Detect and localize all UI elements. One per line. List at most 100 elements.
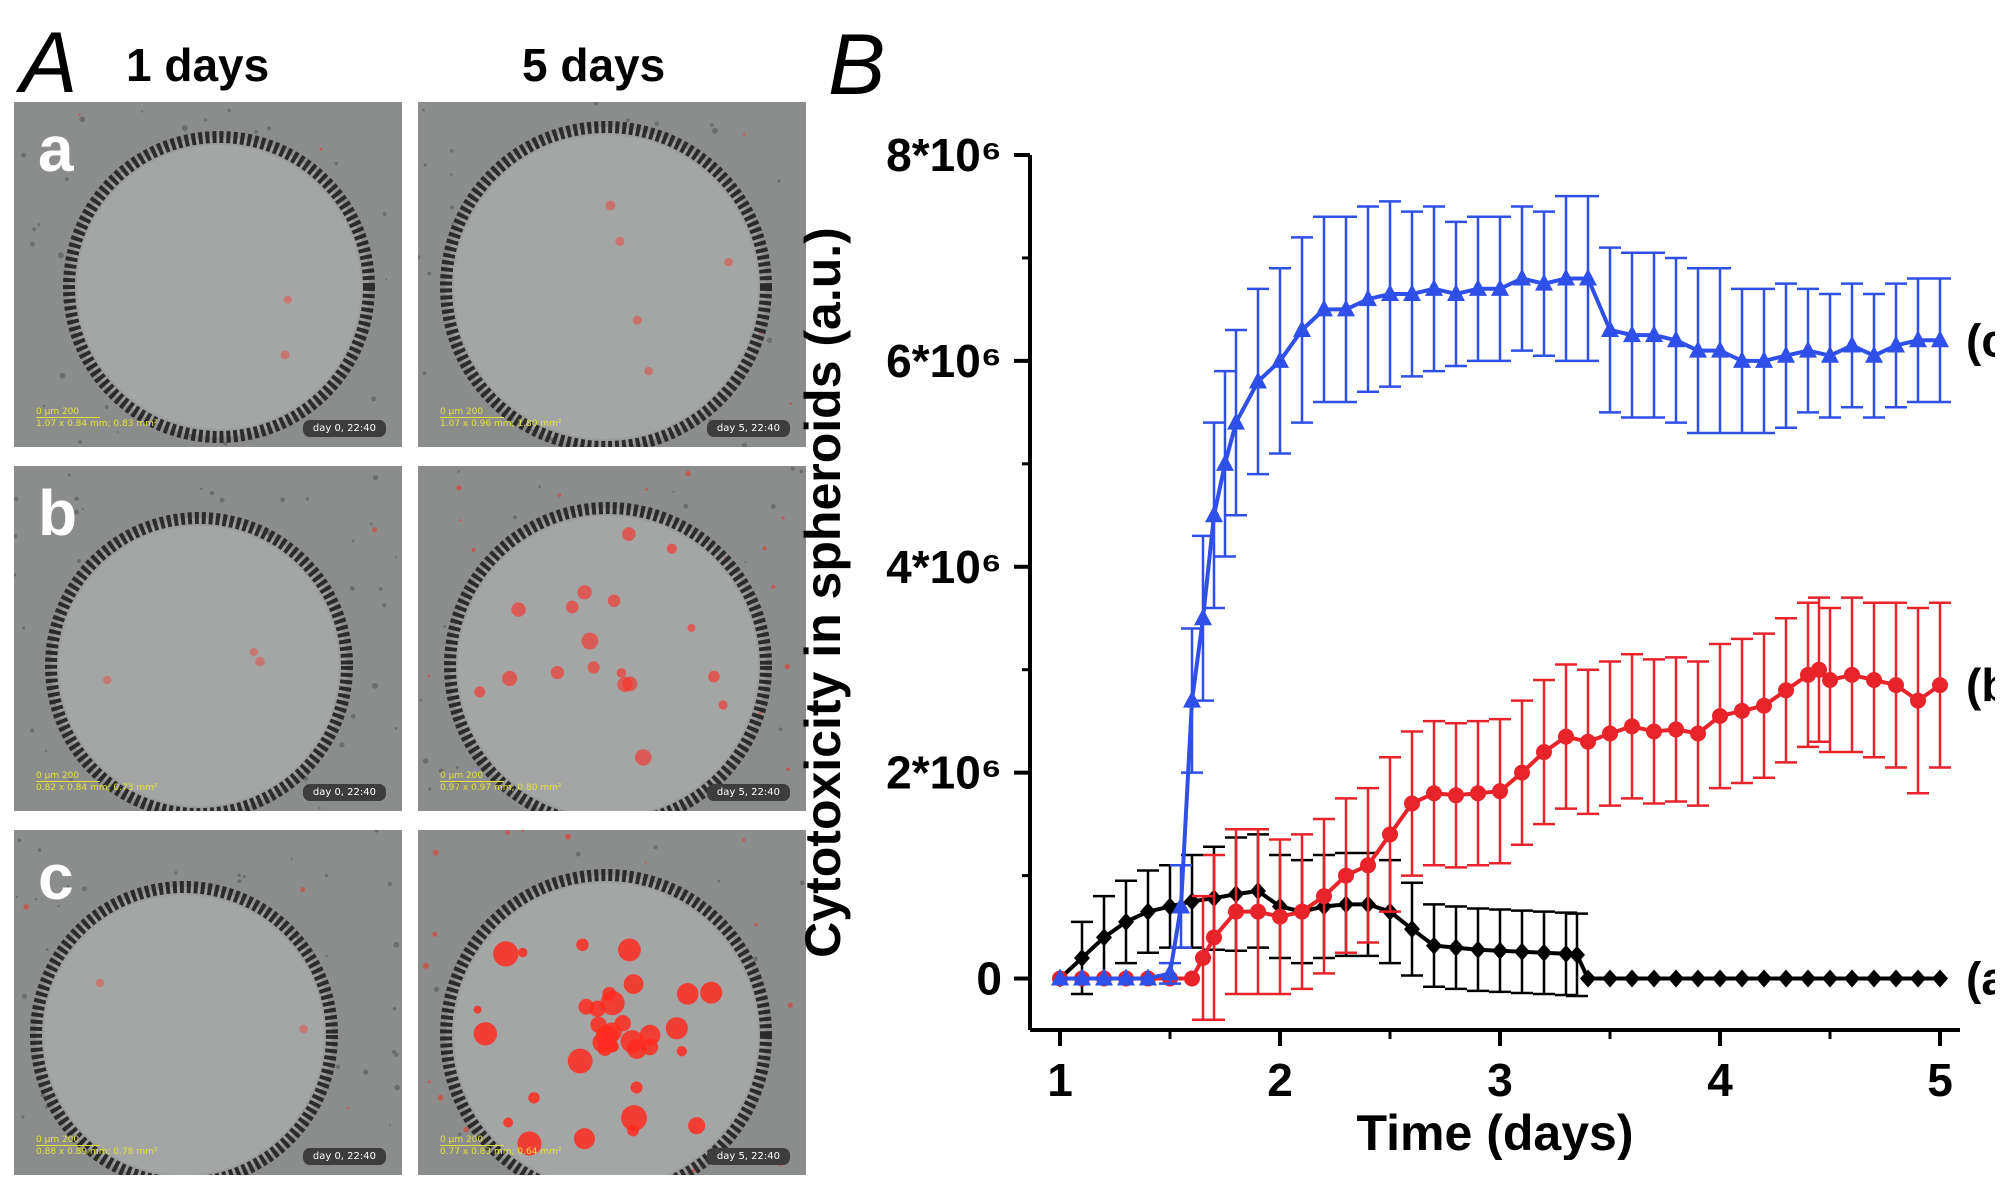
data-point [1756, 697, 1772, 714]
timestamp-badge: day 0, 22:40 [302, 784, 386, 801]
data-point [1513, 268, 1531, 286]
scale-bar: 0 μm 200 0.97 x 0.97 mm; 0.80 mm² [440, 771, 562, 793]
x-tick-label: 3 [1487, 1054, 1513, 1106]
data-point [1888, 969, 1904, 988]
data-point [1470, 785, 1486, 802]
data-point [1492, 783, 1508, 800]
data-point [1425, 278, 1443, 296]
y-tick-label: 6*10⁶ [886, 335, 1002, 387]
data-point [1448, 938, 1464, 957]
data-point [1195, 949, 1211, 966]
data-point [1535, 273, 1553, 291]
data-point [1337, 299, 1355, 317]
data-point [1139, 968, 1157, 986]
data-point [1227, 412, 1245, 430]
data-point [1624, 718, 1640, 735]
data-point [1205, 505, 1223, 523]
data-point [1800, 969, 1816, 988]
y-axis-title: Cytotoxicity in spheroids (a.u.) [795, 227, 851, 958]
data-point [1579, 268, 1597, 286]
column-header-day1: 1 days [126, 39, 270, 91]
data-point [1689, 340, 1707, 358]
micrograph-b-day5: 0 μm 200 0.97 x 0.97 mm; 0.80 mm² day 5, 2… [418, 466, 806, 811]
data-point [1095, 968, 1113, 986]
data-point [1580, 969, 1596, 988]
data-point [1733, 350, 1751, 368]
data-point [1778, 969, 1794, 988]
panel-a-label: A [20, 15, 78, 111]
data-point [1206, 929, 1222, 946]
data-point [1161, 963, 1179, 981]
timestamp-badge: day 0, 22:40 [302, 1148, 386, 1165]
data-point [1569, 945, 1585, 964]
micrograph-c-day5: 0 μm 200 0.77 x 0.83 mm; 0.64 mm² day 5, 2… [418, 830, 806, 1175]
data-point [1558, 728, 1574, 745]
data-point [1734, 969, 1750, 988]
timestamp-badge: day 5, 22:40 [706, 1148, 790, 1165]
data-point [1426, 936, 1442, 955]
data-point [1117, 968, 1135, 986]
data-point [1690, 969, 1706, 988]
series-b: (b) [1052, 596, 1995, 1021]
data-point [1822, 969, 1838, 988]
data-point [1271, 350, 1289, 368]
data-point [1799, 340, 1817, 358]
data-point [1646, 969, 1662, 988]
series-c: (c) [1051, 194, 1995, 986]
data-point [1778, 682, 1794, 699]
data-point [1426, 785, 1442, 802]
data-point [1272, 908, 1288, 925]
data-point [1623, 325, 1641, 343]
data-point [1404, 795, 1420, 812]
spheroid-image [422, 830, 805, 1175]
data-point [1602, 725, 1618, 742]
data-point [1172, 896, 1190, 914]
scale-bar: 0 μm 200 0.82 x 0.84 mm; 0.73 mm² [36, 771, 158, 793]
x-tick-label: 4 [1707, 1054, 1733, 1106]
data-point [1932, 677, 1948, 694]
scale-bar: 0 μm 200 0.77 x 0.83 mm; 0.64 mm² [440, 1135, 562, 1157]
data-point [1381, 283, 1399, 301]
data-point [1448, 787, 1464, 804]
x-tick-label: 2 [1267, 1054, 1293, 1106]
data-point [1844, 969, 1860, 988]
data-point [1910, 692, 1926, 709]
data-point [1712, 969, 1728, 988]
scale-bar: 0 μm 200 0.88 x 0.89 mm; 0.78 mm² [36, 1135, 158, 1157]
data-point [1910, 969, 1926, 988]
data-point [1932, 969, 1948, 988]
row-label-a: a [38, 113, 74, 185]
series-label: (c) [1966, 314, 1995, 366]
data-point [1051, 968, 1069, 986]
data-point [1887, 335, 1905, 353]
data-point [1183, 690, 1201, 708]
data-point [1558, 944, 1574, 963]
data-point [1866, 969, 1882, 988]
data-point [1184, 970, 1200, 987]
data-point [1734, 702, 1750, 719]
data-point [1096, 928, 1112, 947]
data-point [1557, 268, 1575, 286]
data-point [1690, 725, 1706, 742]
x-tick-label: 5 [1927, 1054, 1953, 1106]
data-point [1931, 330, 1949, 348]
data-point [1536, 943, 1552, 962]
data-point [1294, 903, 1310, 920]
data-point [1404, 920, 1420, 939]
data-point [1712, 708, 1728, 725]
micrograph-c-day1: c 0 μm 200 0.88 x 0.89 mm; 0.78 mm² day 0, … [14, 830, 402, 1175]
data-point [1668, 721, 1684, 738]
row-label-b: b [38, 477, 78, 549]
data-point [1821, 345, 1839, 363]
data-point [1403, 283, 1421, 301]
data-point [1866, 672, 1882, 688]
data-point [1909, 330, 1927, 348]
y-tick-label: 8*10⁶ [886, 129, 1002, 181]
y-tick-label: 4*10⁶ [886, 541, 1002, 593]
data-point [1580, 733, 1596, 750]
scale-bar: 0 μm 200 1.07 x 0.84 mm; 0.83 mm² [36, 407, 158, 429]
data-point [1843, 335, 1861, 353]
data-point [1844, 666, 1860, 683]
data-point [1228, 903, 1244, 920]
x-tick-label: 1 [1047, 1054, 1073, 1106]
